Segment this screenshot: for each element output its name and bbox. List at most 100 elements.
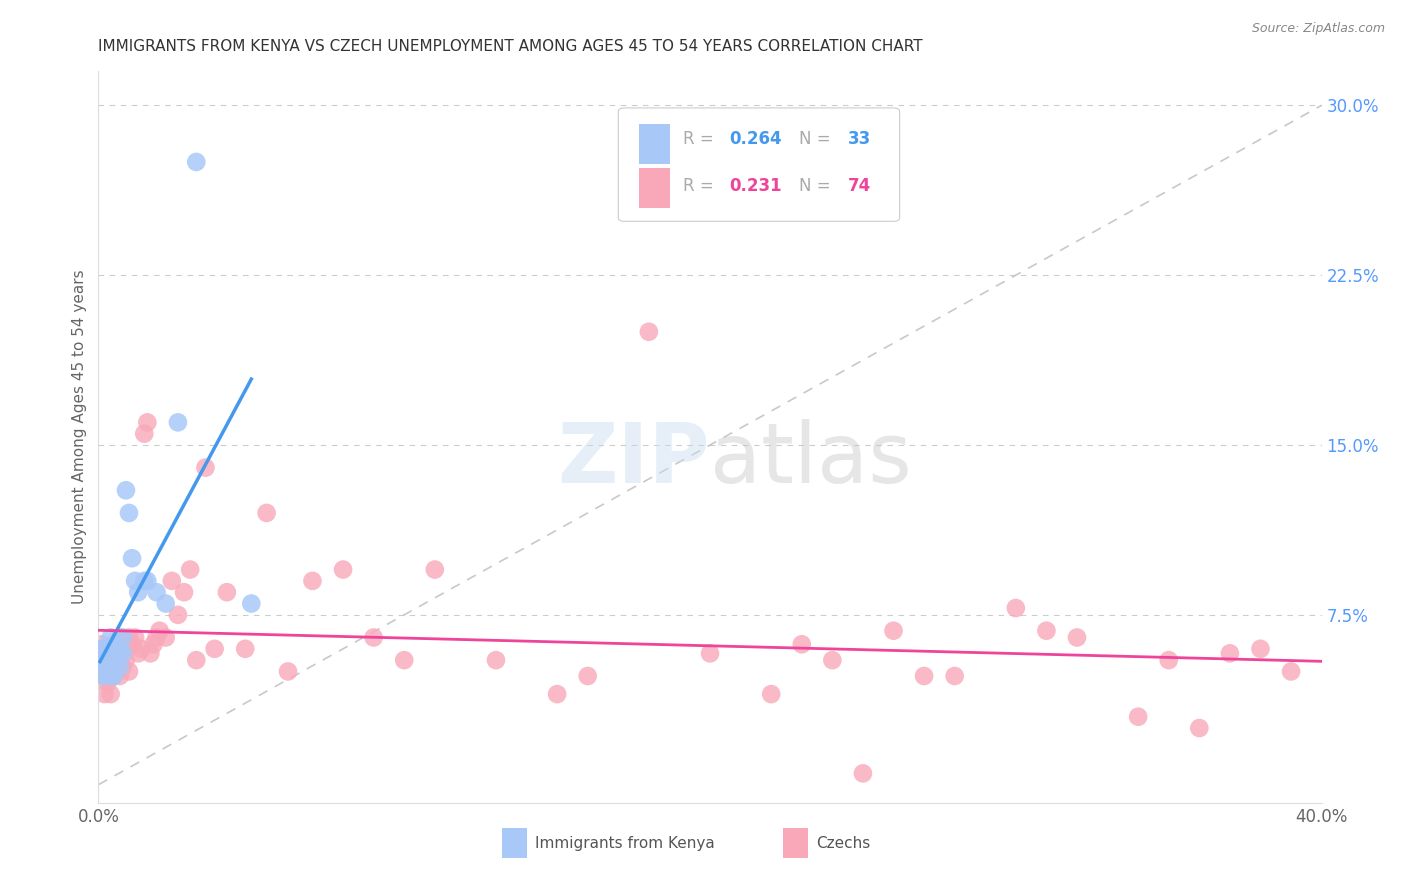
Text: N =: N = <box>800 129 837 148</box>
Point <box>108 660 131 674</box>
Point <box>100 687 122 701</box>
Point <box>129 641 152 656</box>
Point <box>194 460 217 475</box>
Point <box>160 574 183 588</box>
Point <box>124 574 146 588</box>
Point <box>118 631 141 645</box>
Point <box>100 669 122 683</box>
Point <box>204 641 226 656</box>
Point <box>108 669 131 683</box>
Point <box>1157 653 1180 667</box>
Point <box>105 641 128 656</box>
Point <box>1188 721 1211 735</box>
Text: N =: N = <box>800 178 837 195</box>
Point <box>332 563 354 577</box>
Point <box>301 574 323 588</box>
Point <box>121 637 143 651</box>
Point <box>97 641 120 656</box>
Point <box>167 607 190 622</box>
Point <box>277 665 299 679</box>
Y-axis label: Unemployment Among Ages 45 to 54 years: Unemployment Among Ages 45 to 54 years <box>72 269 87 605</box>
Point <box>103 669 125 683</box>
Point <box>392 653 416 667</box>
Point <box>145 631 167 645</box>
Point <box>576 669 599 683</box>
Point <box>759 687 782 701</box>
Point <box>97 641 120 656</box>
Point <box>103 653 125 667</box>
Point <box>93 687 115 701</box>
Text: ZIP: ZIP <box>558 418 710 500</box>
Point <box>1004 601 1026 615</box>
Point <box>821 653 844 667</box>
Point <box>912 669 935 683</box>
Text: Czechs: Czechs <box>817 836 870 851</box>
Point <box>108 646 131 660</box>
Point <box>1279 665 1302 679</box>
Point <box>105 665 128 679</box>
Point <box>89 653 111 667</box>
Point <box>103 641 125 656</box>
Text: Immigrants from Kenya: Immigrants from Kenya <box>536 836 714 851</box>
Point <box>134 574 156 588</box>
Point <box>142 637 165 651</box>
Point <box>179 563 201 577</box>
Text: 74: 74 <box>848 178 872 195</box>
Point <box>136 415 159 429</box>
Point <box>546 687 568 701</box>
Point <box>423 563 446 577</box>
Point <box>790 637 813 651</box>
Point <box>127 585 149 599</box>
Point <box>127 646 149 660</box>
Point <box>1249 641 1271 656</box>
Point <box>118 665 141 679</box>
Point <box>115 653 138 667</box>
Point <box>136 574 159 588</box>
Point <box>149 624 172 638</box>
Point <box>111 646 134 660</box>
Point <box>90 641 112 656</box>
Point <box>90 653 112 667</box>
Point <box>155 597 177 611</box>
Point <box>105 637 128 651</box>
Point <box>883 624 905 638</box>
Point <box>103 637 125 651</box>
Point <box>215 585 238 599</box>
Point <box>186 653 208 667</box>
Point <box>97 660 120 674</box>
Text: atlas: atlas <box>710 418 911 500</box>
Point <box>91 669 114 683</box>
Point <box>485 653 508 667</box>
Point <box>100 669 122 683</box>
Point <box>90 637 112 651</box>
Text: Source: ZipAtlas.com: Source: ZipAtlas.com <box>1251 22 1385 36</box>
FancyBboxPatch shape <box>502 829 527 858</box>
Point <box>111 641 134 656</box>
Point <box>124 631 146 645</box>
Point <box>233 641 256 656</box>
Point <box>139 646 162 660</box>
Point <box>93 641 115 656</box>
Text: R =: R = <box>683 129 718 148</box>
Point <box>699 646 721 660</box>
Point <box>121 551 143 566</box>
FancyBboxPatch shape <box>783 829 808 858</box>
Point <box>240 597 263 611</box>
Point <box>100 646 122 660</box>
Point <box>363 631 385 645</box>
Text: 33: 33 <box>848 129 872 148</box>
Point <box>97 653 120 667</box>
Text: 0.231: 0.231 <box>730 178 782 195</box>
Point <box>100 646 122 660</box>
Point <box>93 653 115 667</box>
FancyBboxPatch shape <box>640 168 669 208</box>
Point <box>97 675 120 690</box>
Point <box>145 585 167 599</box>
Point <box>637 325 661 339</box>
Point <box>173 585 195 599</box>
FancyBboxPatch shape <box>640 124 669 164</box>
Point <box>97 665 120 679</box>
Point <box>89 665 111 679</box>
Point <box>108 631 131 645</box>
Point <box>256 506 278 520</box>
